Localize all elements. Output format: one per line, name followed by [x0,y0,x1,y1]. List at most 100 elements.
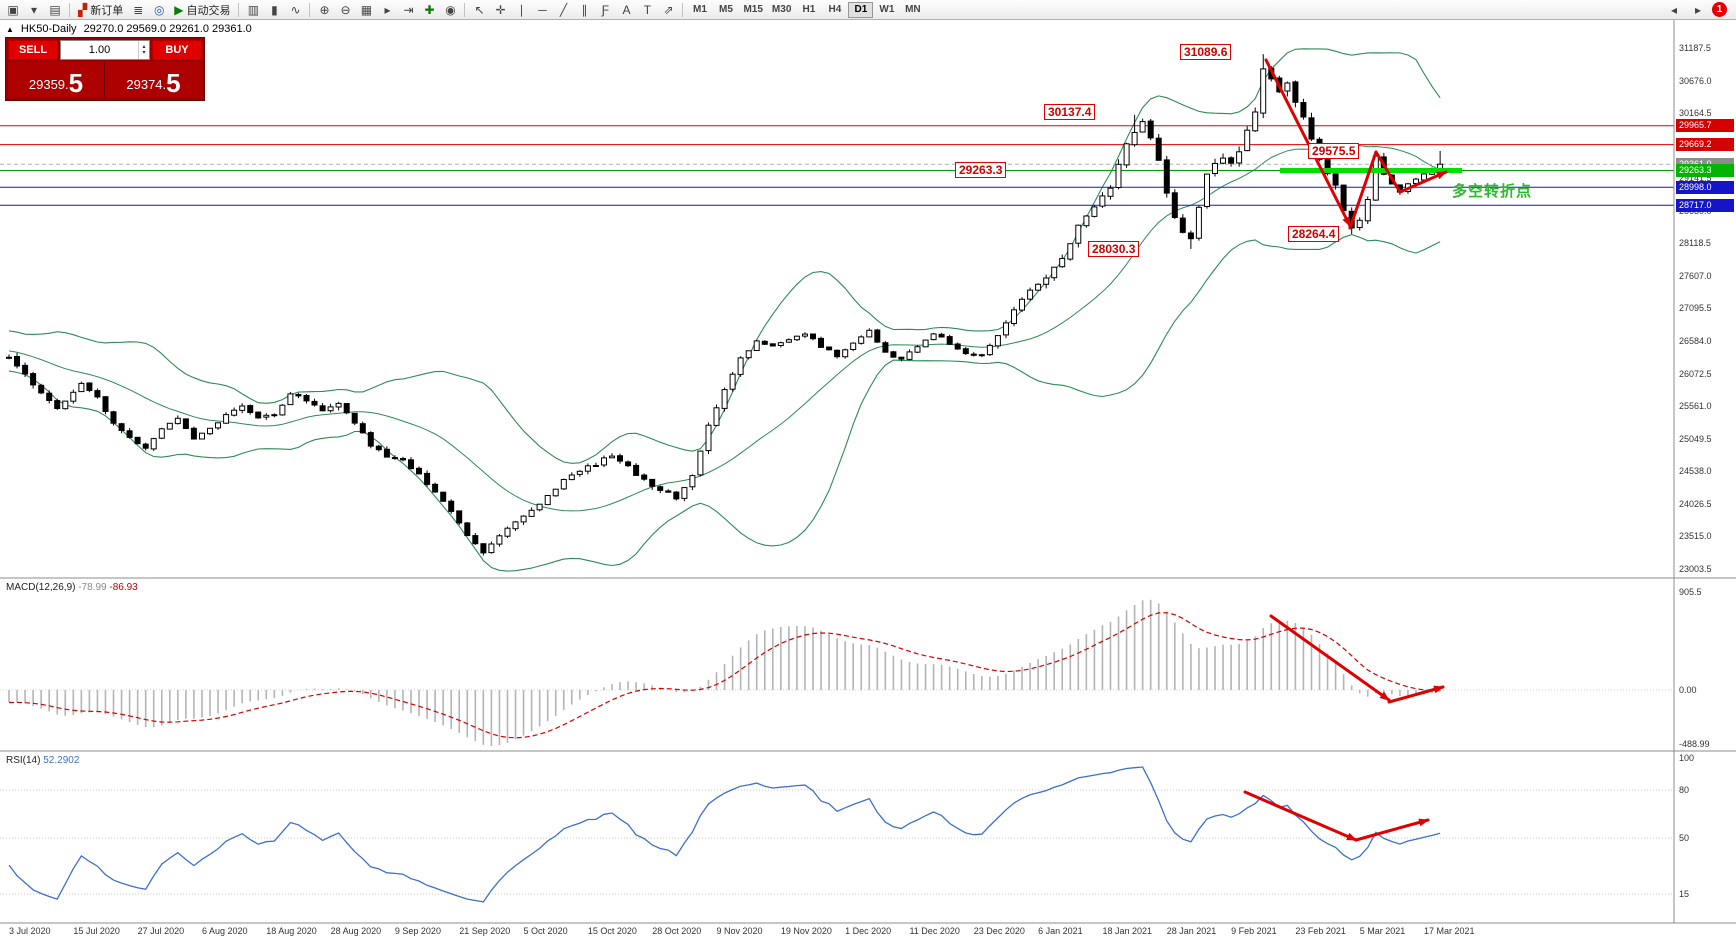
line-chart-mode-button[interactable]: ∿ [285,1,305,19]
toolbar-separator [238,2,240,17]
line-chart-mode-icon: ∿ [290,2,301,17]
sell-price-big-digit: 5 [68,68,84,98]
add-indicator-icon: ✚ [424,2,435,17]
collapse-icon[interactable]: ▲ [6,24,14,34]
volume-spinner[interactable]: ▴ ▾ [138,41,149,59]
toolbar-separator [464,2,466,17]
sell-price[interactable]: 29359. 5 [8,62,105,98]
bar-chart-mode-button[interactable]: ▥ [243,1,263,19]
timeframe-h4[interactable]: H4 [822,2,847,18]
auto-scroll-icon: ▸ [384,2,391,17]
volume-control[interactable]: 1.00 ▴ ▾ [60,40,150,60]
cursor-tool-button[interactable]: ↖ [469,1,489,19]
bar-chart-mode-icon: ▥ [247,2,260,17]
new-order-label: 新订单 [90,4,124,17]
macd-value-signal: -86.93 [109,582,138,593]
macd-indicator-label: MACD(12,26,9) -78.99 -86.93 [6,582,138,593]
ohlc-header: ▲ HK50-Daily 29270.0 29569.0 29261.0 293… [6,23,252,35]
arrows-tool-icon: ⇗ [663,2,674,17]
chart-area[interactable]: ▲ HK50-Daily 29270.0 29569.0 29261.0 293… [0,20,1736,942]
vertical-line-tool-icon: ∣ [518,2,525,17]
trendline-tool-button[interactable]: ╱ [553,1,573,19]
trade-prices-row: 29359. 5 29374. 5 [8,62,202,98]
trade-controls-row: SELL 1.00 ▴ ▾ BUY [8,40,202,60]
price-callout[interactable]: 29263.3 [955,162,1007,178]
price-callout[interactable]: 28030.3 [1088,241,1140,257]
mql5-services-icon: ◎ [153,2,165,17]
one-click-trading-widget: SELL 1.00 ▴ ▾ BUY 29359. 5 29374. 5 [5,37,205,101]
vertical-line-tool-button[interactable]: ∣ [511,1,531,19]
scroll-left-button[interactable]: ◂ [1664,1,1684,19]
notification-badge[interactable]: 1 [1712,2,1727,17]
arrows-tool-button[interactable]: ⇗ [658,1,678,19]
fibonacci-tool-button[interactable]: Ƒ [595,1,615,19]
timeframe-d1[interactable]: D1 [848,1,874,18]
price-callout[interactable]: 28264.4 [1288,226,1340,242]
zoom-in-icon: ⊕ [319,2,330,17]
label-tool-icon: T [643,2,652,17]
zoom-out-icon: ⊖ [340,2,351,17]
volume-value[interactable]: 1.00 [88,44,111,56]
label-tool-button[interactable]: T [637,1,657,19]
toolbar-separator [682,2,684,17]
mql5-services-button[interactable]: ◎ [149,1,169,19]
buy-price[interactable]: 29374. 5 [105,62,202,98]
sell-price-main: 29359. [28,77,69,92]
timeframe-m30[interactable]: M30 [768,2,795,18]
rsi-name: RSI(14) [6,755,41,766]
chart-canvas[interactable] [0,20,1736,942]
crosshair-tool-button[interactable]: ✛ [490,1,510,19]
new-order-button[interactable]: ▞ 新订单 [74,1,127,19]
market-depth-button[interactable]: ≣ [128,1,148,19]
new-chart-button[interactable]: ▣ [3,1,23,19]
timeframe-m15[interactable]: M15 [739,2,766,18]
auto-trading-label: 自动交易 [186,4,231,17]
new-chart-icon: ▣ [7,2,19,17]
symbol-period-label: HK50-Daily [20,23,77,35]
timeframe-mn[interactable]: MN [900,2,925,18]
crosshair-tool-icon: ✛ [495,2,506,17]
zoom-in-button[interactable]: ⊕ [314,1,334,19]
new-order-icon: ▞ [78,2,88,17]
timeframe-m1[interactable]: M1 [687,2,712,18]
add-indicator-button[interactable]: ✚ [419,1,439,19]
buy-button[interactable]: BUY [152,40,202,60]
channel-tool-button[interactable]: ∥ [574,1,594,19]
price-callout[interactable]: 29575.5 [1308,143,1360,159]
timeframe-h1[interactable]: H1 [796,2,821,18]
profiles-icon: ▤ [49,2,61,17]
volume-up-icon[interactable]: ▴ [142,44,146,50]
chart-list-dropdown-button[interactable]: ▾ [24,1,44,19]
auto-trading-button[interactable]: ▶ 自动交易 [170,1,234,19]
tile-windows-icon: ▦ [360,2,373,17]
fibonacci-tool-icon: Ƒ [601,2,610,17]
rsi-indicator-label: RSI(14) 52.2902 [6,755,79,766]
market-depth-icon: ≣ [133,2,144,17]
zoom-out-button[interactable]: ⊖ [335,1,355,19]
candlestick-mode-button[interactable]: ▮ [264,1,284,19]
cursor-tool-icon: ↖ [474,2,485,17]
buy-price-big-digit: 5 [166,68,181,98]
profiles-button[interactable]: ▤ [45,1,65,19]
rsi-value: 52.2902 [43,755,80,766]
toolbar-separator [309,2,311,17]
objects-list-button[interactable]: ◉ [440,1,460,19]
scroll-left-icon: ◂ [1670,2,1678,17]
timeframe-m5[interactable]: M5 [713,2,738,18]
channel-tool-icon: ∥ [581,2,588,17]
text-tool-icon: A [622,2,631,17]
timeframe-w1[interactable]: W1 [874,2,899,18]
volume-down-icon[interactable]: ▾ [142,50,146,56]
scroll-right-button[interactable]: ▸ [1688,1,1708,19]
price-callout[interactable]: 30137.4 [1044,104,1096,120]
trendline-tool-icon: ╱ [559,2,568,17]
candlestick-mode-icon: ▮ [271,2,278,17]
chart-shift-button[interactable]: ⇥ [398,1,418,19]
horizontal-line-tool-button[interactable]: ─ [532,1,552,19]
price-callout[interactable]: 31089.6 [1180,44,1232,60]
tile-windows-button[interactable]: ▦ [356,1,376,19]
text-tool-button[interactable]: A [616,1,636,19]
sell-button[interactable]: SELL [8,40,58,60]
toolbar-right-group: ◂ ▸ 1 [1664,1,1733,19]
auto-scroll-button[interactable]: ▸ [377,1,397,19]
